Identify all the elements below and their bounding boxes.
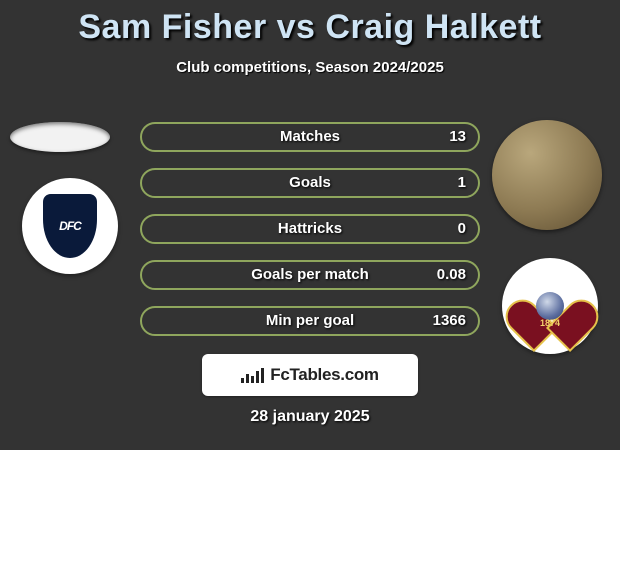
crest-year: 1874 <box>522 318 578 328</box>
stat-row: Min per goal 1366 <box>140 306 480 336</box>
stat-label: Goals <box>142 170 478 196</box>
player1-club-crest: DFC <box>22 178 118 274</box>
stat-right: 0.08 <box>437 262 466 288</box>
brand-text: FcTables.com <box>270 365 379 385</box>
stat-label: Hattricks <box>142 216 478 242</box>
brand-badge[interactable]: FcTables.com <box>202 354 418 396</box>
stat-row: Goals per match 0.08 <box>140 260 480 290</box>
player1-avatar <box>10 122 110 152</box>
subtitle: Club competitions, Season 2024/2025 <box>0 59 620 76</box>
stat-label: Goals per match <box>142 262 478 288</box>
stat-right: 0 <box>458 216 466 242</box>
player2-club-crest: 1874 <box>502 258 598 354</box>
shield-icon: DFC <box>43 194 97 258</box>
crest-text: DFC <box>59 219 81 233</box>
stat-label: Min per goal <box>142 308 478 334</box>
ball-icon <box>536 292 564 320</box>
stat-right: 1366 <box>433 308 466 334</box>
date-label: 28 january 2025 <box>0 408 620 426</box>
stat-row: Matches 13 <box>140 122 480 152</box>
stat-row: Goals 1 <box>140 168 480 198</box>
stat-row: Hattricks 0 <box>140 214 480 244</box>
stat-label: Matches <box>142 124 478 150</box>
page-title: Sam Fisher vs Craig Halkett <box>0 0 620 47</box>
stats-container: Matches 13 Goals 1 Hattricks 0 Goals per… <box>140 122 480 352</box>
comparison-card: Sam Fisher vs Craig Halkett Club competi… <box>0 0 620 450</box>
stat-right: 1 <box>458 170 466 196</box>
bar-chart-icon <box>241 367 264 383</box>
stat-right: 13 <box>449 124 466 150</box>
heart-crest-icon: 1874 <box>522 278 578 334</box>
player2-avatar <box>492 120 602 230</box>
